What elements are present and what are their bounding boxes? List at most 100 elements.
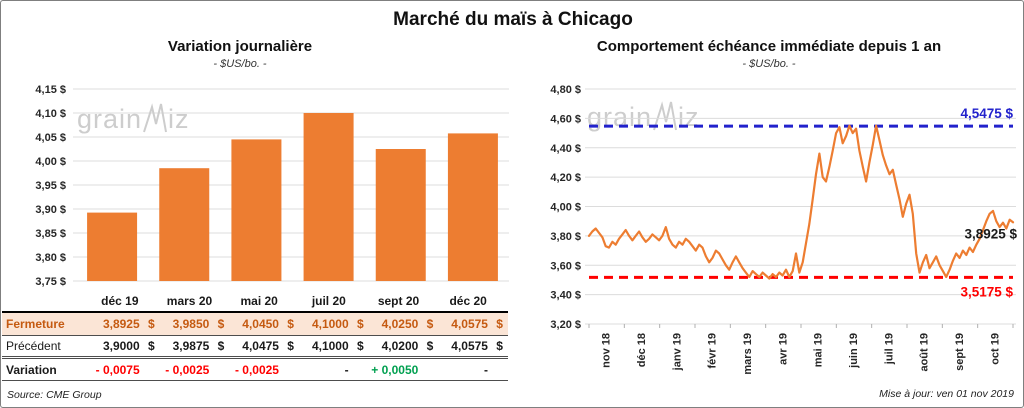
bar-mai 20 [231,139,282,281]
cell-unit: $ [287,317,294,331]
table-header-row: déc 19 mars 20 mai 20 juil 20 sept 20 déc 20 [2,291,508,313]
y-tick-label: 3,75 $ [35,276,66,288]
bar-chart-subtitle: - $US/bo. - [213,58,267,70]
table-cell: 3,8925 $ [90,317,160,331]
cell-unit: $ [147,339,155,353]
x-tick-label: janv 19 [671,333,683,371]
page-title: Marché du maïs à Chicago [393,9,633,30]
x-tick-label: juin 19 [848,333,860,369]
y-tick-label: 3,80 $ [35,252,66,264]
cell-value: - [483,362,488,377]
cell-value: 4,0450 [242,317,279,331]
line-y-labels: 4,80 $ 4,60 $ 4,40 $ 4,20 $ 4,00 $ 3,80 $ 3,60… [550,84,581,331]
ref-lines: 4,5475 $ 3,5175 $ [589,106,1013,299]
y-tick-label: 4,60 $ [550,113,581,125]
column-header: sept 20 [377,294,420,308]
row-label: Variation [6,362,57,377]
price-line [587,124,1015,280]
table-cell: - 0,0025 [229,363,299,377]
x-tick-label: mars 19 [742,333,754,375]
cell-value: 4,0475 [242,339,279,353]
cell-value: - 0,0025 [234,362,279,377]
y-tick-label: 3,90 $ [35,204,66,216]
source-note: Source: CME Group [7,389,102,401]
x-axis-labels: nov 18 déc 18 janv 19 févr 19 mars 19 avr 19 m… [601,333,1002,375]
x-tick-label: juil 19 [883,333,895,365]
table-cell: 4,0575 $ [438,339,508,353]
cell-unit: $ [147,317,155,331]
cell-value: 4,1000 [311,339,349,353]
y-tick-label: 4,20 $ [550,172,581,184]
y-tick-label: 4,10 $ [35,108,66,120]
y-tick-label: 3,20 $ [550,319,581,331]
cell-unit: $ [287,339,294,353]
table-cell: 3,9875 $ [160,339,230,353]
table-row-fermeture: Fermeture 3,8925 $3,9850 $4,0450 $4,1000 $4,0… [2,313,508,336]
bar-déc 19 [87,212,138,281]
front-month-line-chart: 4,80 $ 4,60 $ 4,40 $ 4,20 $ 4,00 $ 3,80 $ 3,60… [550,84,1017,375]
y-tick-label: 4,15 $ [35,84,66,96]
row-label: Fermeture [6,317,65,331]
cell-value: 4,0250 [381,317,419,331]
x-tick-label: sept 19 [954,333,966,371]
cell-unit: $ [356,339,364,353]
column-header: mai 20 [240,294,278,308]
x-tick-label: mai 19 [813,333,825,367]
bar-mars 20 [159,168,210,281]
table-cell: 4,1000 $ [299,317,369,331]
table-cell: + 0,0050 [369,363,439,377]
table-cell: 4,0250 $ [369,317,439,331]
cell-unit: $ [217,317,225,331]
x-tick-label: déc 18 [636,333,648,367]
bar-juil 20 [303,113,354,281]
x-tick-label: avr 19 [777,333,789,365]
cell-value: 3,9000 [102,339,140,353]
x-axis [588,324,1014,328]
daily-variation-bar-chart: 4,15 $ 4,10 $ 4,05 $ 4,00 $ 3,95 $ 3,90 $ 3,85… [35,84,509,288]
table-cell: - 0,0025 [160,363,230,377]
column-header: mars 20 [166,294,213,308]
cell-unit: $ [496,339,503,353]
line-chart-title: Comportement échéance immédiate depuis 1… [596,38,942,55]
price-annotation: 3,8925 $ [964,226,1017,241]
summary-table: déc 19 mars 20 mai 20 juil 20 sept 20 déc 20 F… [2,291,508,381]
y-tick-label: 4,00 $ [550,202,581,214]
table-cell: 3,9000 $ [90,339,160,353]
cell-value: 3,9875 [172,339,210,353]
table-cell: - [299,363,369,377]
column-header: déc 19 [101,294,139,308]
y-tick-label: 4,80 $ [550,84,581,96]
x-tick-label: nov 18 [601,333,613,368]
cell-value: 3,8925 [102,317,140,331]
table-cell: - [438,363,508,377]
table-cell: 4,0575 $ [438,317,508,331]
bar-chart-title: Variation journalière [167,38,313,55]
cell-value: 4,0200 [381,339,419,353]
cell-value: - 0,0075 [95,362,140,377]
cell-value: 4,1000 [311,317,349,331]
cell-unit: $ [356,317,364,331]
line-chart-subtitle: - $US/bo. - [742,58,796,70]
x-tick-label: févr 19 [707,333,719,368]
low-ref-label: 3,5175 $ [960,284,1013,299]
line-gridlines [585,88,1016,325]
table-cell: - 0,0075 [90,363,160,377]
x-tick-label: oct 19 [989,333,1001,365]
y-tick-label: 4,00 $ [35,156,66,168]
updated-note: Mise à jour: ven 01 nov 2019 [879,388,1014,400]
bar-déc 20 [447,133,498,281]
table-cell: 4,0450 $ [229,317,299,331]
y-tick-label: 4,05 $ [35,132,66,144]
table-cell: 4,1000 $ [299,339,369,353]
table-row-precedent: Précédent 3,9000 $3,9875 $4,0475 $4,1000 $4,0… [2,336,508,359]
table-cell: 4,0475 $ [229,339,299,353]
y-tick-label: 3,60 $ [550,260,581,272]
column-header: juil 20 [311,294,346,308]
last-price-label: 3,8925 $ [964,226,1017,241]
row-label: Précédent [6,339,61,353]
cell-value: 4,0575 [451,317,488,331]
x-tick-label: août 19 [919,333,931,372]
bar-y-labels: 4,15 $ 4,10 $ 4,05 $ 4,00 $ 3,95 $ 3,90 $ 3,85… [35,84,66,288]
bar-sept 20 [375,149,426,281]
